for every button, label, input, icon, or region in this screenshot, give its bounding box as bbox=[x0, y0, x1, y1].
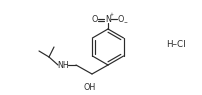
Text: OH: OH bbox=[83, 83, 96, 92]
Text: O: O bbox=[117, 15, 124, 23]
Text: NH: NH bbox=[57, 61, 68, 70]
Text: H–Cl: H–Cl bbox=[165, 40, 185, 49]
Text: −: − bbox=[122, 20, 126, 25]
Text: +: + bbox=[109, 13, 113, 17]
Text: N: N bbox=[105, 15, 110, 23]
Text: O: O bbox=[91, 15, 98, 23]
